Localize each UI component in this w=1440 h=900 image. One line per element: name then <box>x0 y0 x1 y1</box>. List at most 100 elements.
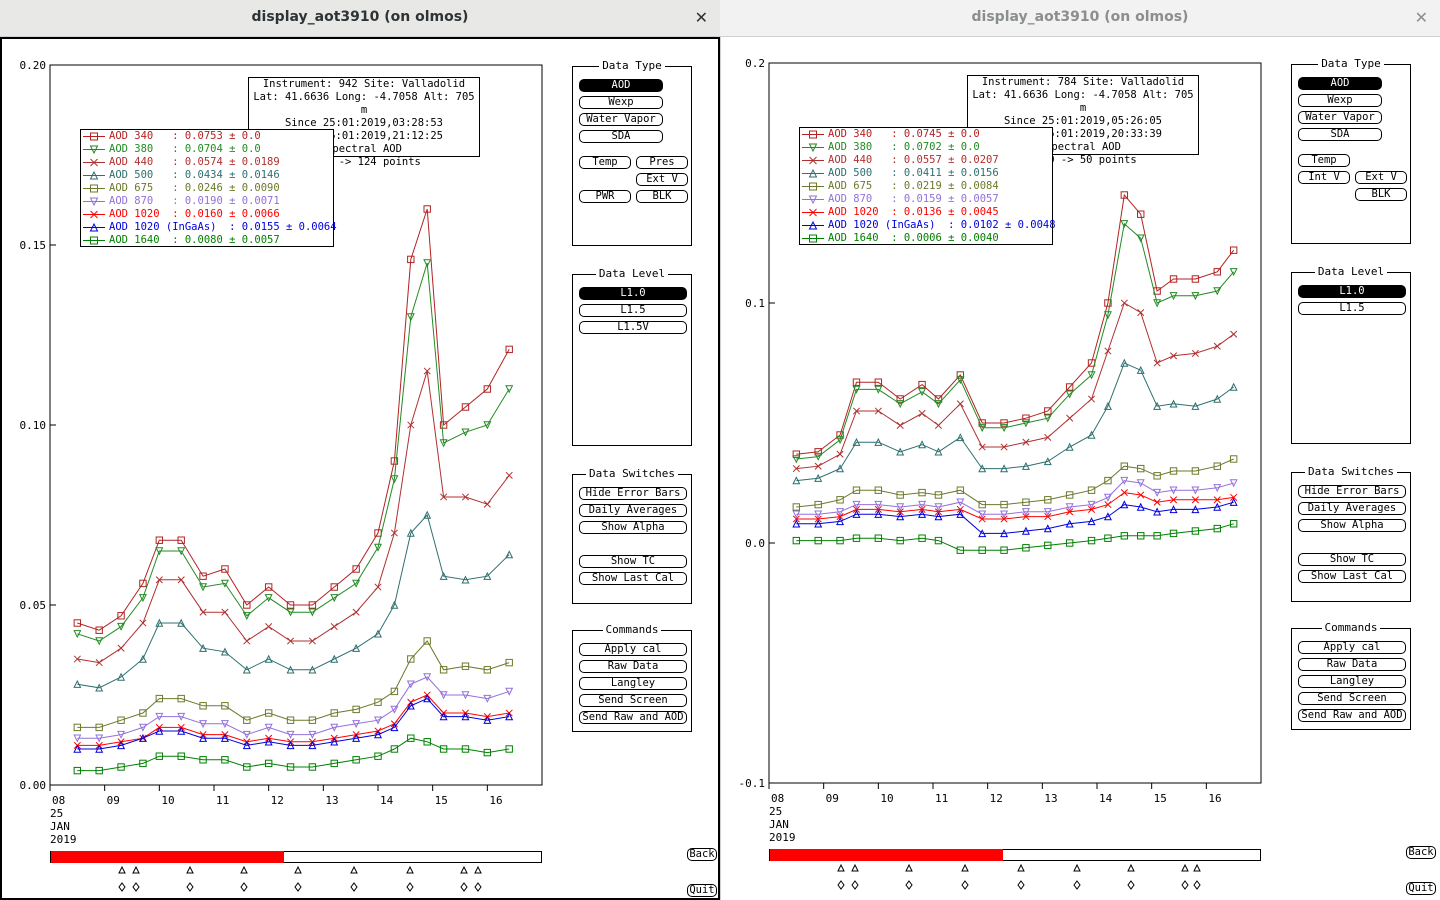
marker-diamond-icon <box>1017 880 1025 890</box>
show-last-cal-button[interactable]: Show Last Cal <box>1298 570 1406 583</box>
data-point <box>1022 438 1030 446</box>
l1-5v-button[interactable]: L1.5V <box>579 321 687 334</box>
show-tc-button[interactable]: Show TC <box>579 555 687 568</box>
data-point <box>1000 546 1008 554</box>
show-last-cal-button[interactable]: Show Last Cal <box>579 572 687 585</box>
data-point <box>265 623 273 631</box>
wexp-button[interactable]: Wexp <box>579 96 663 109</box>
int-v-button[interactable]: Int V <box>1298 171 1350 184</box>
wexp-button[interactable]: Wexp <box>1298 94 1382 107</box>
back-button[interactable]: Back <box>687 848 717 861</box>
close-icon[interactable]: ✕ <box>1414 8 1428 27</box>
data-point <box>89 145 99 155</box>
temp-button[interactable]: Temp <box>1298 154 1350 167</box>
ext-v-button[interactable]: Ext V <box>636 173 688 186</box>
panel-title: Data Level <box>573 267 691 281</box>
l1-5-button[interactable]: L1.5 <box>1298 302 1406 315</box>
titlebar[interactable]: display_aot3910 (on olmos) ✕ <box>0 0 720 37</box>
series-aod-870 <box>73 673 514 743</box>
info-line: Lat: 41.6636 Long: -4.7058 Alt: 705 m <box>253 91 475 116</box>
data-point <box>138 733 147 742</box>
time-scrollbar-thumb[interactable] <box>51 851 284 863</box>
data-point <box>95 723 103 732</box>
hide-error-bars-button[interactable]: Hide Error Bars <box>1298 485 1406 498</box>
data-point <box>461 428 470 437</box>
quit-button[interactable]: Quit <box>687 884 717 897</box>
data-point <box>461 662 470 670</box>
show-alpha-button[interactable]: Show Alpha <box>1298 519 1406 532</box>
blk-button[interactable]: BLK <box>636 190 688 203</box>
close-icon[interactable]: ✕ <box>694 8 708 27</box>
data-point <box>73 655 81 663</box>
daily-averages-button[interactable]: Daily Averages <box>1298 502 1406 515</box>
aod-button[interactable]: AOD <box>579 79 663 92</box>
data-point <box>330 709 338 717</box>
marker-diamond-icon <box>460 882 468 892</box>
data-point <box>308 637 316 645</box>
data-point <box>199 702 207 710</box>
l1-0-button[interactable]: L1.0 <box>1298 285 1406 298</box>
ext-v-button[interactable]: Ext V <box>1355 171 1407 184</box>
temp-button[interactable]: Temp <box>579 156 631 169</box>
info-line: Since 25:01:2019,05:26:05 <box>1003 115 1163 127</box>
marker-triangle-icon <box>837 863 845 872</box>
time-scrollbar[interactable] <box>50 851 542 863</box>
back-button[interactable]: Back <box>1406 846 1436 859</box>
marker-triangle-icon <box>1127 863 1135 872</box>
titlebar[interactable]: display_aot3910 (on olmos) ✕ <box>720 0 1440 37</box>
time-markers <box>118 865 482 892</box>
data-point <box>95 683 104 692</box>
apply-cal-button[interactable]: Apply cal <box>579 643 687 656</box>
info-line: Spectral AOD <box>1045 141 1121 153</box>
hide-error-bars-button[interactable]: Hide Error Bars <box>579 487 687 500</box>
show-alpha-button[interactable]: Show Alpha <box>579 521 687 534</box>
raw-data-button[interactable]: Raw Data <box>1298 658 1406 671</box>
data-point <box>73 679 82 688</box>
data-point <box>89 222 99 232</box>
l1-5-button[interactable]: L1.5 <box>579 304 687 317</box>
time-scrollbar[interactable] <box>769 849 1261 861</box>
sda-button[interactable]: SDA <box>579 130 663 143</box>
x-tick-label: 10 <box>161 794 174 807</box>
series-line <box>796 193 1235 455</box>
water-vapor-button[interactable]: Water Vapor <box>579 113 663 126</box>
time-scrollbar-thumb[interactable] <box>770 849 1003 861</box>
data-point <box>814 536 822 545</box>
data-point <box>90 158 98 167</box>
pres-button[interactable]: Pres <box>636 156 688 169</box>
data-point <box>896 400 905 409</box>
data-point <box>1169 292 1178 301</box>
apply-cal-button[interactable]: Apply cal <box>1298 641 1406 654</box>
data-point <box>177 536 185 544</box>
data-point <box>505 687 514 696</box>
water-vapor-button[interactable]: Water Vapor <box>1298 111 1382 124</box>
daily-averages-button[interactable]: Daily Averages <box>579 504 687 517</box>
langley-button[interactable]: Langley <box>579 677 687 690</box>
langley-button[interactable]: Langley <box>1298 675 1406 688</box>
commands-panel: Commands Apply cal Raw Data Langley Send Scr… <box>572 623 692 732</box>
data-point <box>792 519 801 528</box>
send-screen-button[interactable]: Send Screen <box>579 694 687 707</box>
data-point <box>978 546 986 554</box>
data-point <box>390 529 398 537</box>
data-point <box>792 465 800 473</box>
send-raw-and-aod-button[interactable]: Send Raw and AOD <box>1298 709 1406 722</box>
data-point <box>199 720 208 729</box>
data-point <box>139 759 147 768</box>
pwr-button[interactable]: PWR <box>579 190 631 203</box>
blk-button[interactable]: BLK <box>1355 188 1407 201</box>
legend-item: AOD 1020 : 0.0160 ± 0.0066 <box>83 208 333 221</box>
raw-data-button[interactable]: Raw Data <box>579 660 687 673</box>
panel-title: Data Type <box>1292 57 1410 71</box>
sda-button[interactable]: SDA <box>1298 128 1382 141</box>
l1-0-button[interactable]: L1.0 <box>579 287 687 300</box>
show-tc-button[interactable]: Show TC <box>1298 553 1406 566</box>
series-line <box>796 501 1234 534</box>
data-point <box>1137 309 1145 317</box>
quit-button[interactable]: Quit <box>1406 882 1436 895</box>
send-raw-and-aod-button[interactable]: Send Raw and AOD <box>579 711 687 724</box>
data-point <box>852 437 861 446</box>
send-screen-button[interactable]: Send Screen <box>1298 692 1406 705</box>
aod-button[interactable]: AOD <box>1298 77 1382 90</box>
marker-triangle-icon <box>1193 863 1201 872</box>
